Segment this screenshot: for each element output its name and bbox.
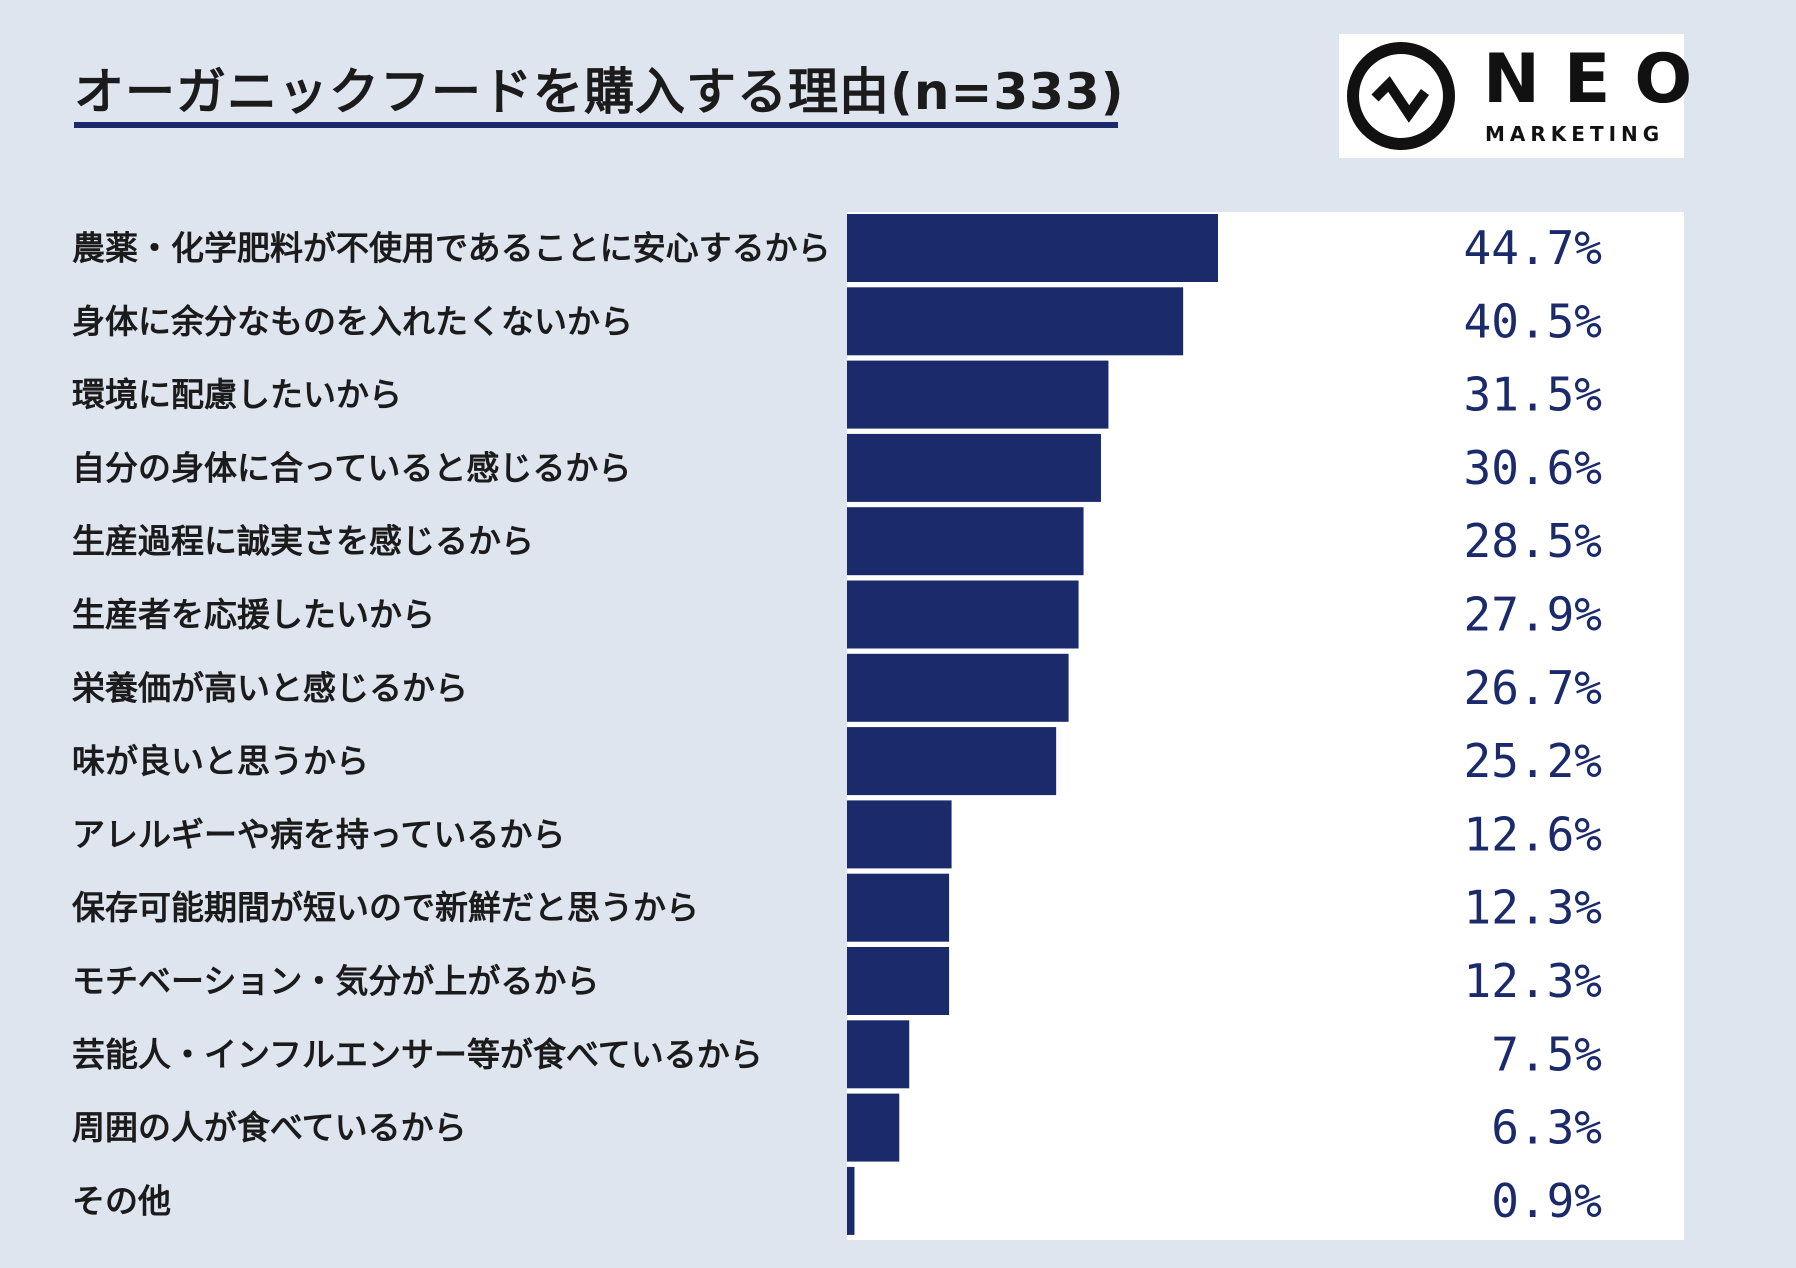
category-label-4: 生産過程に誠実さを感じるから (72, 522, 534, 561)
bar-13 (847, 1166, 855, 1235)
bar-9 (847, 873, 950, 942)
category-label-2: 環境に配慮したいから (72, 375, 402, 414)
category-label-9: 保存可能期間が短いので新鮮だと思うから (72, 888, 699, 927)
bar-1 (847, 287, 1184, 356)
value-label-2: 31.5% (1464, 368, 1602, 422)
bar-5 (847, 580, 1079, 649)
value-label-11: 7.5% (1491, 1027, 1602, 1081)
value-label-4: 28.5% (1464, 514, 1602, 568)
category-label-13: その他 (72, 1181, 171, 1220)
bar-4 (847, 507, 1084, 576)
value-label-12: 6.3% (1491, 1101, 1602, 1155)
brand-sub: MARKETING (1485, 122, 1665, 146)
category-label-8: アレルギーや病を持っているから (72, 815, 565, 854)
value-label-13: 0.9% (1491, 1174, 1602, 1228)
value-label-7: 25.2% (1464, 734, 1602, 788)
value-label-8: 12.6% (1464, 807, 1602, 861)
chart-title: オーガニックフードを購入する理由(n=333) (74, 63, 1125, 121)
bar-12 (847, 1093, 900, 1162)
value-label-3: 30.6% (1464, 441, 1602, 495)
value-label-10: 12.3% (1464, 954, 1602, 1008)
value-label-9: 12.3% (1464, 881, 1602, 935)
title-underline (74, 122, 1118, 128)
bar-7 (847, 727, 1057, 796)
category-label-5: 生産者を応援したいから (72, 595, 435, 634)
bar-11 (847, 1020, 910, 1089)
brand-logo: NEO MARKETING (1339, 34, 1692, 158)
category-label-11: 芸能人・インフルエンサー等が食べているから (72, 1035, 763, 1074)
bar-8 (847, 800, 952, 869)
bar-2 (847, 360, 1109, 429)
category-label-7: 味が良いと思うから (72, 742, 369, 781)
category-label-10: モチベーション・気分が上がるから (72, 962, 599, 1001)
category-label-6: 栄養価が高いと感じるから (72, 668, 468, 707)
category-label-3: 自分の身体に合っていると感じるから (72, 448, 631, 487)
brand-name: NEO (1483, 40, 1717, 119)
bar-3 (847, 433, 1101, 502)
bar-6 (847, 653, 1069, 722)
bar-0 (847, 214, 1219, 282)
category-label-1: 身体に余分なものを入れたくないから (72, 302, 633, 341)
value-label-5: 27.9% (1464, 588, 1602, 642)
value-label-1: 40.5% (1464, 294, 1602, 348)
bar-10 (847, 947, 950, 1015)
category-label-12: 周囲の人が食べているから (72, 1108, 467, 1147)
value-label-0: 44.7% (1464, 221, 1602, 275)
category-label-0: 農薬・化学肥料が不使用であることに安心するから (72, 229, 831, 268)
neo-circle-zigzag-icon (1347, 42, 1455, 150)
value-label-6: 26.7% (1464, 661, 1602, 715)
